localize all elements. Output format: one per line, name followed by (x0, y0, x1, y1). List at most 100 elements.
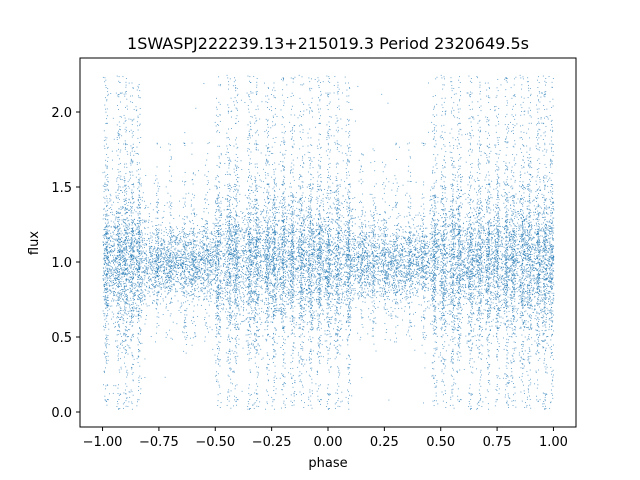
data-point (548, 214, 549, 215)
data-point (154, 258, 155, 259)
data-point (201, 226, 202, 227)
data-point (429, 200, 430, 201)
data-point (531, 227, 532, 228)
data-point (400, 260, 401, 261)
data-point (232, 268, 233, 269)
data-point (171, 247, 172, 248)
data-point (491, 282, 492, 283)
data-point (131, 219, 132, 220)
data-point (116, 196, 117, 197)
data-point (398, 252, 399, 253)
data-point (486, 280, 487, 281)
data-point (152, 240, 153, 241)
data-point (210, 327, 211, 328)
data-point (440, 253, 441, 254)
data-point (305, 237, 306, 238)
data-point (468, 243, 469, 244)
data-point (380, 214, 381, 215)
data-point (491, 240, 492, 241)
data-point (546, 206, 547, 207)
data-point (176, 272, 177, 273)
data-point (142, 262, 143, 263)
data-point (142, 293, 143, 294)
data-point (341, 221, 342, 222)
data-point (176, 268, 177, 269)
data-point (188, 259, 189, 260)
data-point (474, 298, 475, 299)
data-point (540, 230, 541, 231)
data-point (180, 238, 181, 239)
data-point (256, 221, 257, 222)
data-point (163, 266, 164, 267)
data-point (369, 273, 370, 274)
data-point (339, 275, 340, 276)
data-point (432, 251, 433, 252)
data-point (516, 273, 517, 274)
data-point (280, 236, 281, 237)
data-point (397, 240, 398, 241)
data-point (240, 285, 241, 286)
data-point (423, 269, 424, 270)
data-point (502, 218, 503, 219)
data-point (199, 255, 200, 256)
data-point (474, 252, 475, 253)
data-point (223, 224, 224, 225)
data-point (352, 238, 353, 239)
data-point (515, 265, 516, 266)
data-point (391, 290, 392, 291)
data-point (274, 204, 275, 205)
data-point (197, 272, 198, 273)
data-point (390, 241, 391, 242)
data-point (449, 211, 450, 212)
data-point (266, 266, 267, 267)
data-point (476, 287, 477, 288)
data-point (547, 227, 548, 228)
data-point (314, 249, 315, 250)
data-point (553, 284, 554, 285)
data-point (541, 292, 542, 293)
data-point (311, 249, 312, 250)
data-point (476, 260, 477, 261)
data-point (402, 262, 403, 263)
data-point (155, 272, 156, 273)
data-point (517, 223, 518, 224)
data-point (502, 226, 503, 227)
data-point (333, 239, 334, 240)
data-point (259, 294, 260, 295)
data-point (125, 265, 126, 266)
data-point (373, 291, 374, 292)
data-point (354, 269, 355, 270)
data-point (378, 226, 379, 227)
data-point (365, 292, 366, 293)
data-point (533, 291, 534, 292)
data-point (453, 256, 454, 257)
data-point (188, 276, 189, 277)
data-point (180, 236, 181, 237)
data-point (502, 276, 503, 277)
data-point (493, 286, 494, 287)
data-point (323, 209, 324, 210)
data-point (390, 286, 391, 287)
data-point (288, 204, 289, 205)
data-point (528, 274, 529, 275)
data-point (305, 239, 306, 240)
data-point (422, 252, 423, 253)
data-point (218, 332, 219, 333)
data-point (238, 240, 239, 241)
data-point (396, 255, 397, 256)
data-point (207, 233, 208, 234)
data-point (370, 242, 371, 243)
data-point (179, 260, 180, 261)
data-point (314, 218, 315, 219)
data-point (463, 304, 464, 305)
data-point (296, 260, 297, 261)
data-point (231, 271, 232, 272)
data-point (525, 188, 526, 189)
data-point (369, 232, 370, 233)
data-point (290, 213, 291, 214)
data-point (225, 285, 226, 286)
data-point (114, 230, 115, 231)
data-point (304, 322, 305, 323)
data-point (263, 217, 264, 218)
data-point (352, 233, 353, 234)
